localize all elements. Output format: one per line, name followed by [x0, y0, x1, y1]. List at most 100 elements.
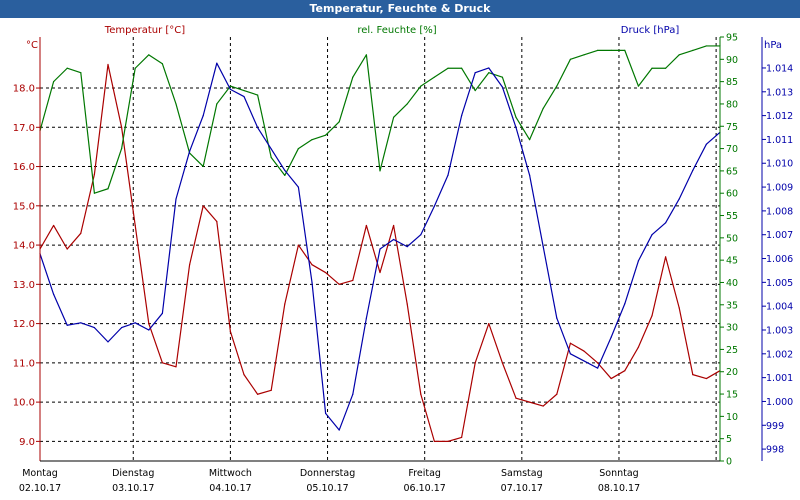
x-tick-date: 08.10.17	[598, 483, 640, 494]
humidity-point	[705, 45, 708, 47]
temperature-point	[542, 405, 544, 407]
pressure-point	[597, 367, 599, 369]
humidity-point	[148, 54, 150, 56]
temperature-point	[637, 346, 640, 348]
temp-axis-unit: °C	[26, 40, 38, 51]
pressure-point	[175, 198, 177, 200]
pressure-point	[216, 62, 218, 64]
pressure-point	[134, 322, 136, 324]
x-tick-date: 05.10.17	[306, 483, 348, 494]
humidity-tick-label: 25	[726, 345, 738, 356]
pressure-tick-label: 1.001	[766, 373, 793, 384]
pressure-point	[243, 95, 245, 98]
humidity-tick-label: 15	[726, 390, 738, 401]
temperature-point	[569, 342, 572, 344]
humidity-point	[597, 49, 599, 51]
humidity-point	[433, 76, 435, 78]
temperature-point	[583, 350, 585, 352]
temperature-point	[556, 393, 558, 395]
pressure-point	[66, 324, 68, 326]
humidity-point	[175, 103, 177, 105]
pressure-point	[121, 327, 123, 329]
humidity-tick-label: 10	[726, 412, 738, 423]
pressure-point	[474, 72, 476, 74]
temp-tick-label: 11.0	[13, 358, 35, 369]
pressure-tick-label: 1.010	[766, 159, 793, 170]
humidity-point	[134, 67, 136, 69]
pressure-point	[692, 169, 694, 171]
humidity-tick-label: 0	[726, 457, 732, 468]
pressure-point	[637, 260, 640, 262]
humidity-tick-label: 55	[726, 211, 738, 222]
temperature-point	[121, 126, 123, 128]
temperature-point	[501, 362, 503, 364]
pressure-tick-label: 1.004	[766, 302, 793, 313]
humidity-point	[66, 67, 68, 69]
humidity-point	[325, 134, 327, 136]
pressure-point	[515, 126, 517, 129]
temp-tick-label: 18.0	[13, 84, 35, 95]
pressure-point	[433, 205, 435, 207]
pressure-tick-label: 1.013	[766, 87, 793, 98]
temperature-point	[216, 220, 218, 223]
humidity-point	[257, 94, 259, 96]
humidity-tick-label: 90	[726, 55, 738, 66]
temperature-point	[474, 362, 476, 364]
temperature-point	[175, 366, 177, 368]
legend-temperature: Temperatur [°C]	[104, 25, 185, 36]
humidity-tick-label: 5	[726, 434, 732, 445]
x-tick-date: 02.10.17	[19, 483, 61, 494]
humidity-point	[624, 49, 626, 51]
temperature-point	[243, 374, 245, 376]
temperature-point	[270, 389, 272, 391]
pressure-point	[365, 317, 367, 319]
humidity-tick-label: 35	[726, 300, 738, 311]
temperature-point	[597, 362, 599, 364]
pressure-point	[542, 246, 544, 248]
humidity-point	[270, 156, 272, 159]
humidity-point	[284, 174, 286, 176]
humidity-point	[93, 192, 95, 194]
pressure-tick-label: 1.008	[766, 206, 793, 217]
pressure-point	[529, 174, 531, 176]
humidity-point	[243, 89, 245, 92]
temp-tick-label: 13.0	[13, 280, 35, 291]
pressure-point	[651, 234, 653, 236]
humidity-point	[121, 147, 123, 150]
temperature-point	[325, 271, 327, 274]
pressure-point	[325, 412, 327, 414]
humidity-tick-label: 30	[726, 323, 738, 334]
series-layer	[39, 45, 721, 442]
pressure-point	[202, 115, 204, 117]
temperature-point	[338, 283, 340, 285]
temperature-point	[189, 264, 191, 266]
temperature-point	[692, 374, 694, 376]
pressure-point	[379, 248, 381, 250]
humidity-point	[651, 67, 653, 69]
pressure-point	[501, 86, 503, 88]
humidity-point	[229, 85, 231, 87]
humidity-point	[488, 72, 490, 74]
legend-humidity: rel. Feuchte [%]	[357, 25, 436, 36]
humidity-point	[379, 170, 381, 172]
temperature-point	[134, 224, 136, 227]
pressure-point	[270, 148, 272, 150]
humidity-point	[637, 85, 640, 87]
pressure-point	[189, 150, 191, 152]
temperature-point	[352, 279, 354, 282]
pressure-point	[406, 246, 408, 248]
pressure-point	[624, 303, 626, 305]
humidity-point	[461, 67, 463, 69]
temperature-point	[311, 264, 313, 266]
pressure-point	[257, 126, 259, 129]
humidity-tick-label: 65	[726, 166, 738, 177]
pressure-point	[610, 336, 612, 338]
temp-tick-label: 10.0	[13, 398, 35, 409]
axes	[36, 36, 766, 462]
temperature-point	[284, 303, 286, 305]
pressure-tick-label: 1.009	[766, 183, 793, 194]
humidity-tick-label: 85	[726, 77, 738, 88]
humidity-tick-label: 45	[726, 256, 738, 267]
legend-pressure: Druck [hPa]	[621, 25, 680, 36]
x-tick-day: Montag	[22, 468, 58, 479]
